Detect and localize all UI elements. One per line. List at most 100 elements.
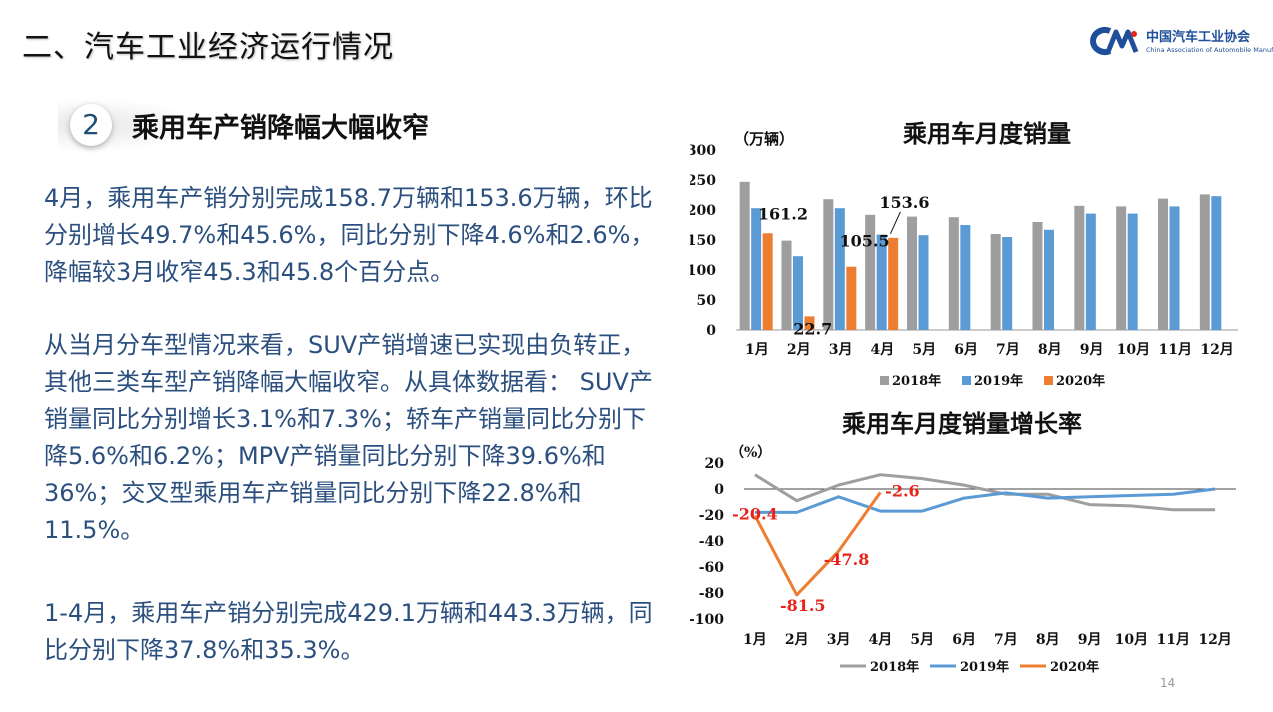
bar [823,199,834,330]
y-tick-label: 0 [714,482,724,498]
bar [948,217,959,330]
y-axis-unit: （%） [730,445,771,461]
bar [739,181,750,330]
y-tick-label: 200 [690,203,716,219]
logo-en-text: China Association of Automobile Manufact… [1146,46,1273,54]
bar [1002,237,1013,330]
bar [1044,229,1054,330]
bar [804,316,815,330]
bar [888,237,899,330]
x-tick-label: 8月 [1036,632,1060,648]
page-title: 二、汽车工业经济运行情况 [22,30,394,65]
data-label: -81.5 [780,596,826,615]
bar [1211,196,1222,330]
legend-swatch [880,376,889,385]
paragraph-vehicle-types: 从当月分车型情况来看，SUV产销增速已实现由负转正，其他三类车型产销降幅大幅收窄… [44,331,653,544]
data-label: 153.6 [879,193,929,212]
x-tick-label: 11月 [1157,632,1190,648]
data-label: 105.5 [840,232,890,251]
y-tick-label: 150 [690,233,716,249]
bar [1116,206,1127,330]
x-tick-label: 6月 [954,342,978,358]
bar [846,266,857,330]
chart-title: 乘用车月度销量增长率 [841,409,1082,438]
bar [793,256,803,330]
x-tick-label: 10月 [1117,342,1150,358]
growth-line-chart: 乘用车月度销量增长率 （%） 20 0 -20 -40 -60 -80 -100 1月 2月 3月 4月… [690,409,1236,675]
paragraph-april-summary: 4月，乘用车产销分别完成158.7万辆和153.6万辆，环比分别增长49.7%和… [44,184,655,286]
y-tick-label: -80 [699,586,725,602]
y-tick-label: 20 [705,456,725,472]
series-line [754,487,1216,514]
x-tick-label: 6月 [952,632,976,648]
y-tick-label: 0 [706,323,716,339]
x-tick-label: 2月 [785,632,809,648]
x-tick-label: 12月 [1200,342,1233,358]
x-tick-label: 11月 [1159,342,1192,358]
section-title: 乘用车产销降幅大幅收窄 [132,113,429,144]
bar [865,214,876,330]
series-line [754,473,1216,512]
logo: 中国汽车工业协会 China Association of Automobile… [1088,22,1273,62]
x-tick-label: 12月 [1198,632,1231,648]
series-line [753,491,882,597]
x-tick-label: 1月 [745,342,769,358]
x-tick-label: 9月 [1078,632,1102,648]
x-tick-label: 1月 [743,632,767,648]
x-tick-label: 2月 [787,342,811,358]
logo-mark-icon [1090,27,1139,55]
x-tick-label: 8月 [1038,342,1062,358]
x-tick-label: 5月 [910,632,934,648]
bar [834,208,845,330]
x-tick-label: 9月 [1080,342,1104,358]
bar [960,225,971,330]
bar [762,233,773,330]
x-tick-label: 5月 [912,342,936,358]
bar [1032,222,1043,330]
data-label: -47.8 [824,550,870,569]
y-tick-label: 50 [697,293,717,309]
page-number: 14 [1160,676,1176,690]
bar [1199,194,1210,330]
section-heading: 2 乘用车产销降幅大幅收窄 [58,98,618,152]
leader-line [889,211,901,235]
data-label: -20.4 [732,505,778,524]
bar [1158,198,1168,330]
bar [751,208,762,330]
legend-label: 2020年 [1056,373,1105,389]
data-label: -2.6 [885,481,919,500]
legend-swatch [962,376,971,385]
data-label: 22.7 [793,319,832,338]
bar [1074,205,1085,330]
sales-bar-chart: 乘用车月度销量 （万辆） 0 50 100 150 200 250 300 1月 2月 3月 4月 5月 6… [690,119,1238,389]
legend-label: 2019年 [974,373,1023,389]
x-tick-label: 7月 [996,342,1020,358]
legend-label: 2020年 [1050,659,1099,675]
logo-cn-text: 中国汽车工业协会 [1146,30,1251,45]
y-tick-label: -40 [699,534,725,550]
bar [990,234,1001,330]
x-tick-label: 3月 [827,632,851,648]
y-tick-label: 100 [690,263,716,279]
bar [907,216,917,330]
legend-label: 2019年 [960,659,1009,675]
y-tick-label: -60 [699,560,725,576]
x-tick-label: 4月 [871,342,895,358]
bar [781,240,792,330]
bar [918,235,929,330]
legend-label: 2018年 [892,373,941,389]
legend-label: 2018年 [870,659,919,675]
x-tick-label: 10月 [1115,632,1148,648]
x-tick-label: 7月 [994,632,1018,648]
y-tick-label: 300 [690,143,716,159]
y-axis-unit: （万辆） [734,130,794,148]
paragraph-jan-apr: 1-4月，乘用车产销分别完成429.1万辆和443.3万辆，同比分别下降37.8… [44,599,653,664]
y-tick-label: 250 [690,173,716,189]
bar [1127,213,1138,330]
bar [1169,206,1180,330]
data-label: 161.2 [758,204,808,223]
x-tick-label: 3月 [829,342,853,358]
y-tick-label: -20 [699,508,725,524]
bar [876,234,887,330]
chart-title: 乘用车月度销量 [902,119,1071,148]
